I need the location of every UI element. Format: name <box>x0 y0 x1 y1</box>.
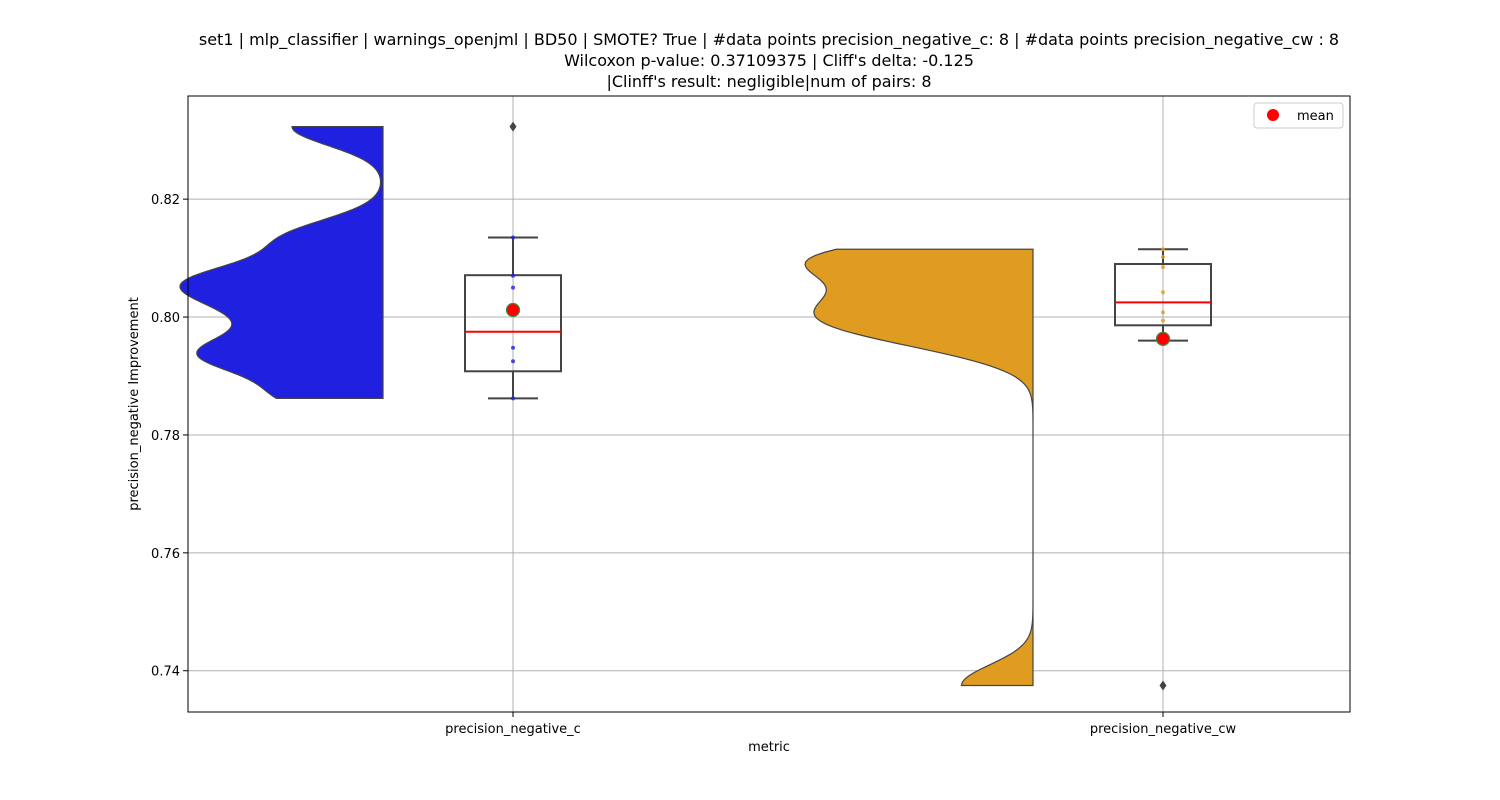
y-tick-label: 0.80 <box>151 311 180 326</box>
axes-layer: 0.74 0.76 0.78 0.80 0.82 precision_negative_c… <box>151 193 1236 737</box>
violin-layer <box>179 126 1034 687</box>
data-point <box>511 396 515 401</box>
x-tick-label: precision_negative_cw <box>1090 722 1237 737</box>
mean-marker <box>505 302 521 318</box>
plot-frame <box>187 95 1351 713</box>
data-point <box>511 273 515 278</box>
data-point <box>1161 254 1165 259</box>
outlier-marker <box>1159 680 1167 691</box>
data-point <box>1161 290 1165 295</box>
legend-mean-label: mean <box>1297 109 1334 124</box>
data-point <box>511 285 515 290</box>
mean-marker <box>1155 331 1171 346</box>
y-tick-label: 0.76 <box>151 547 180 562</box>
legend-mean-marker <box>1267 109 1279 121</box>
data-point <box>511 235 515 240</box>
data-point <box>511 359 515 364</box>
chart-title-line-1: set1 | mlp_classifier | warnings_openjml… <box>198 30 1340 49</box>
chart-title-line-2: Wilcoxon p-value: 0.37109375 | Cliff's d… <box>564 51 974 70</box>
x-axis-label: metric <box>748 740 790 755</box>
violin-precision_negative_c <box>179 126 384 399</box>
data-point <box>1161 264 1165 269</box>
grid-layer <box>188 96 1350 712</box>
y-tick-label: 0.78 <box>151 429 180 444</box>
box-precision_negative_cw <box>1114 263 1212 327</box>
data-point <box>1161 310 1165 315</box>
y-tick-label: 0.74 <box>151 665 180 680</box>
y-tick-label: 0.82 <box>151 193 180 208</box>
y-axis-label: precision_negative Improvement <box>127 297 142 511</box>
chart-title-line-3: |Clinff's result: negligible|num of pair… <box>606 72 932 91</box>
legend-frame <box>1253 102 1344 129</box>
x-tick-label: precision_negative_c <box>445 722 581 737</box>
outlier-marker <box>509 121 517 132</box>
box-layer <box>464 121 1212 691</box>
data-point <box>1161 247 1165 252</box>
legend: mean <box>1253 102 1344 129</box>
violin-precision_negative_cw <box>804 248 1034 687</box>
data-point <box>1161 318 1165 323</box>
data-point <box>511 345 515 350</box>
